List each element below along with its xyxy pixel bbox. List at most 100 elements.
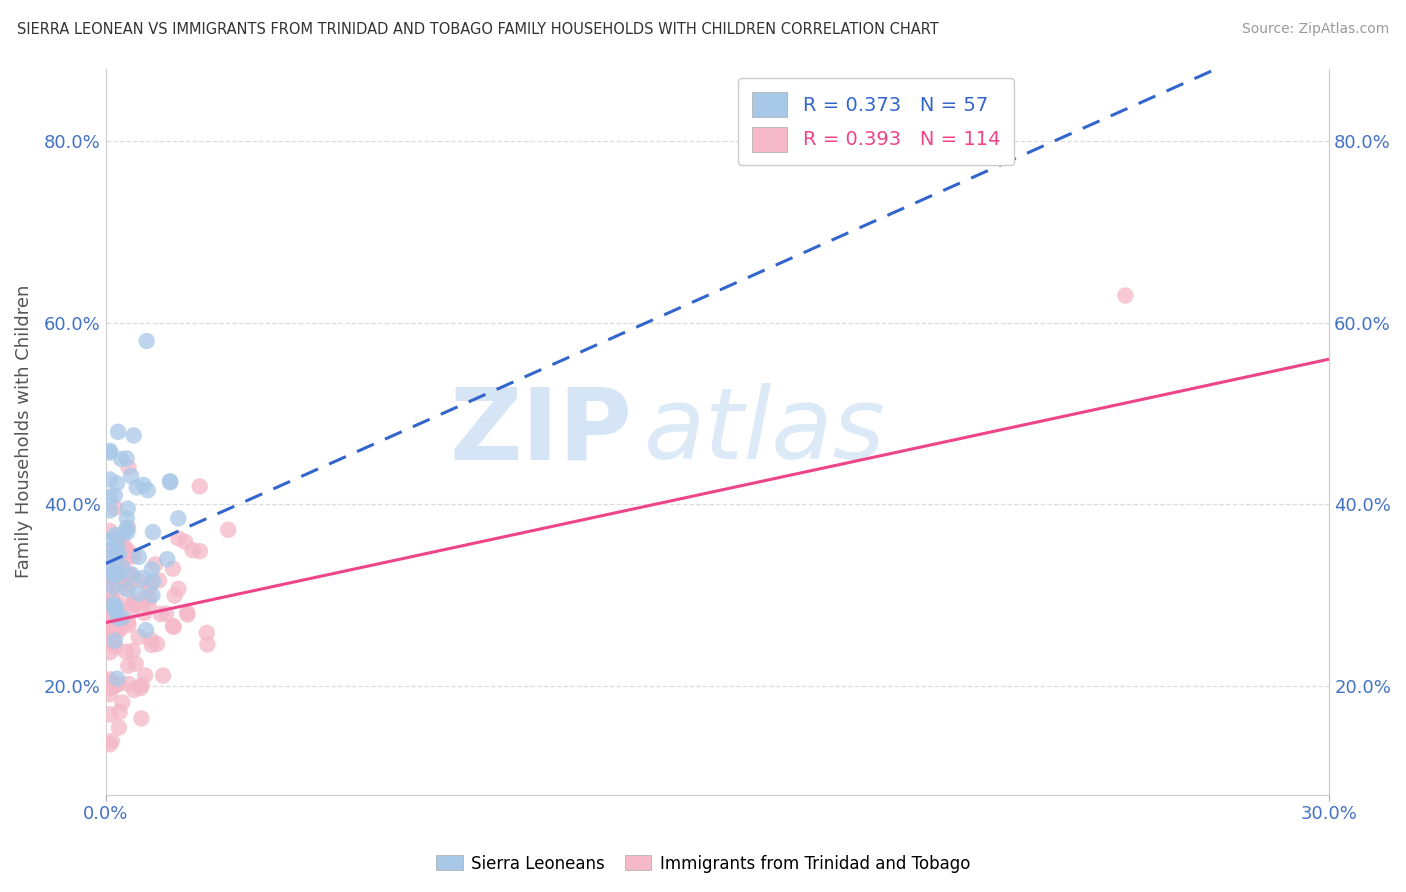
Point xyxy=(112,581,135,595)
Point xyxy=(98,737,121,751)
Point xyxy=(101,580,124,594)
Point xyxy=(115,451,138,466)
Point xyxy=(98,569,121,583)
Point xyxy=(105,548,128,562)
Point xyxy=(141,562,163,576)
Point xyxy=(103,567,125,582)
Point xyxy=(104,603,127,617)
Point xyxy=(103,636,125,650)
Point xyxy=(132,478,155,492)
Point xyxy=(195,626,218,640)
Point xyxy=(98,681,121,696)
Point xyxy=(141,588,163,602)
Point xyxy=(108,615,131,630)
Point xyxy=(107,566,129,581)
Point xyxy=(104,640,127,655)
Point xyxy=(110,536,132,550)
Point xyxy=(105,672,128,686)
Point xyxy=(98,673,121,687)
Point xyxy=(117,520,139,534)
Point xyxy=(167,511,190,525)
Point xyxy=(98,687,121,701)
Point xyxy=(122,574,145,588)
Point xyxy=(98,503,121,517)
Point xyxy=(104,573,127,587)
Point xyxy=(135,334,157,348)
Point xyxy=(134,668,156,682)
Point xyxy=(162,561,184,575)
Point xyxy=(98,615,121,629)
Point xyxy=(108,602,131,616)
Point xyxy=(108,705,131,719)
Point xyxy=(128,586,150,600)
Point xyxy=(167,582,190,596)
Point xyxy=(108,569,131,583)
Point xyxy=(98,674,121,689)
Point xyxy=(138,578,160,592)
Point xyxy=(117,501,139,516)
Point xyxy=(105,554,128,568)
Point xyxy=(120,469,142,483)
Point xyxy=(107,609,129,624)
Text: SIERRA LEONEAN VS IMMIGRANTS FROM TRINIDAD AND TOBAGO FAMILY HOUSEHOLDS WITH CHI: SIERRA LEONEAN VS IMMIGRANTS FROM TRINID… xyxy=(17,22,939,37)
Point xyxy=(104,489,127,503)
Point xyxy=(103,618,125,632)
Point xyxy=(107,624,129,638)
Point xyxy=(98,473,121,487)
Point xyxy=(118,566,141,581)
Point xyxy=(115,511,138,525)
Point xyxy=(114,577,136,591)
Point xyxy=(167,532,190,546)
Point xyxy=(120,548,142,562)
Point xyxy=(108,622,131,636)
Point xyxy=(122,597,145,611)
Point xyxy=(125,480,148,494)
Point xyxy=(103,577,125,591)
Point xyxy=(122,428,145,442)
Point xyxy=(152,668,174,682)
Point xyxy=(98,616,121,631)
Point xyxy=(100,561,122,575)
Point xyxy=(107,425,129,439)
Point xyxy=(98,592,121,607)
Point xyxy=(118,677,141,691)
Point xyxy=(122,682,145,697)
Point xyxy=(159,474,181,488)
Point xyxy=(101,608,124,623)
Text: atlas: atlas xyxy=(644,384,886,480)
Point xyxy=(104,528,127,542)
Point xyxy=(149,607,172,621)
Point xyxy=(124,657,146,671)
Point xyxy=(128,630,150,644)
Point xyxy=(117,658,139,673)
Point xyxy=(107,537,129,551)
Point xyxy=(101,533,124,547)
Point xyxy=(114,525,136,540)
Point xyxy=(98,550,121,565)
Point xyxy=(105,557,128,571)
Point xyxy=(98,443,121,458)
Point xyxy=(112,547,135,561)
Point xyxy=(108,677,131,691)
Point xyxy=(107,611,129,625)
Point xyxy=(104,633,127,648)
Point xyxy=(121,567,143,582)
Point xyxy=(104,562,127,576)
Point xyxy=(98,567,121,582)
Legend: Sierra Leoneans, Immigrants from Trinidad and Tobago: Sierra Leoneans, Immigrants from Trinida… xyxy=(429,848,977,880)
Point xyxy=(155,607,177,621)
Point xyxy=(117,615,139,629)
Point xyxy=(122,594,145,608)
Point xyxy=(101,567,124,582)
Point xyxy=(115,521,138,535)
Point xyxy=(176,606,198,620)
Point xyxy=(98,553,121,567)
Point xyxy=(105,476,128,491)
Point xyxy=(110,452,132,467)
Point xyxy=(148,574,170,588)
Point xyxy=(217,523,239,537)
Point xyxy=(103,541,125,555)
Point xyxy=(117,460,139,475)
Point xyxy=(128,549,150,564)
Point xyxy=(174,534,197,549)
